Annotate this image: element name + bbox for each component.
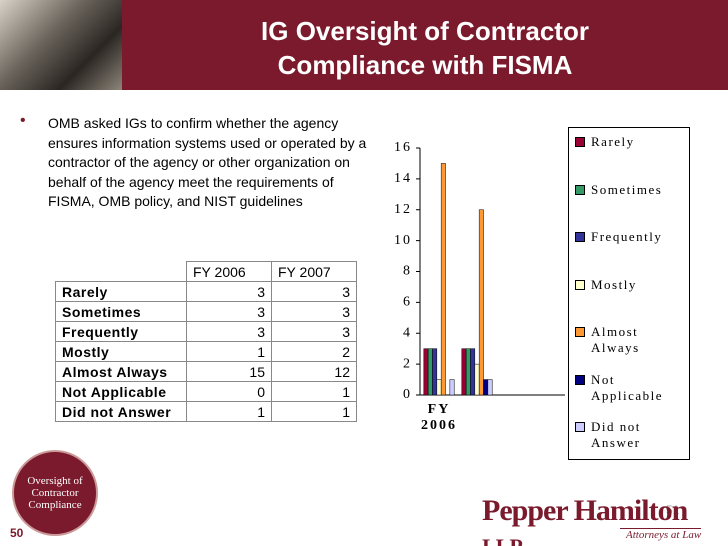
legend-item: Sometimes <box>575 182 685 230</box>
bar <box>449 379 455 396</box>
table-row: Did not Answer 1 1 <box>55 401 357 422</box>
header-photo <box>0 0 122 90</box>
legend-item: Almost Always <box>575 324 685 372</box>
column-header: FY 2006 <box>186 261 272 282</box>
bar <box>474 363 480 396</box>
legend: Rarely Sometimes Frequently Mostly Almost Al… <box>568 127 690 460</box>
row-label: Almost Always <box>55 361 187 382</box>
table-row: Not Applicable 0 1 <box>55 381 357 402</box>
legend-label: Not Applicable <box>591 371 664 403</box>
bar <box>478 209 484 396</box>
title-line: IG Oversight of Contractor <box>261 16 589 46</box>
legend-label: Did not Answer <box>591 419 641 450</box>
legend-swatch <box>575 374 585 385</box>
row-label: Mostly <box>55 341 187 362</box>
row-label: Did not Answer <box>55 401 187 422</box>
table-row: Sometimes 3 3 <box>55 301 357 322</box>
legend-label: Almost Always <box>591 324 640 355</box>
table-cell: 3 <box>271 301 357 322</box>
x-tick-label: FY 2006 <box>421 402 457 433</box>
table-cell: 3 <box>271 321 357 342</box>
table-cell: 1 <box>186 401 272 422</box>
y-tick-label: 2 <box>403 356 412 371</box>
table-row: Almost Always 15 12 <box>55 361 357 382</box>
y-tick-label: 0 <box>403 387 412 402</box>
y-tick-label: 8 <box>403 264 412 279</box>
legend-item: Did not Answer <box>575 419 685 467</box>
bar <box>440 163 446 396</box>
legend-label: Mostly <box>591 276 637 292</box>
title-line: Compliance with FISMA <box>277 50 573 80</box>
table-cell: 3 <box>271 281 357 302</box>
bar <box>465 348 471 396</box>
bar <box>436 379 442 396</box>
legend-item: Rarely <box>575 134 685 182</box>
table-cell: 0 <box>186 381 272 402</box>
chart: 0 2 4 6 8 10 12 14 16 <box>394 140 565 402</box>
table-cell: 15 <box>186 361 272 382</box>
bar <box>432 348 438 396</box>
table-cell: 1 <box>186 341 272 362</box>
row-label: Not Applicable <box>55 381 187 402</box>
table-cell: 3 <box>186 301 272 322</box>
blank-cell <box>56 262 187 282</box>
logo-name: Pepper Hamilton <box>482 494 688 527</box>
table-header-row: FY 2006 FY 2007 <box>56 261 357 282</box>
slide-number: 51 <box>666 503 680 517</box>
logo: Pepper Hamilton LLP <box>482 494 728 546</box>
bar <box>470 348 476 396</box>
data-table: FY 2006 FY 2007 Rarely 3 3 Sometimes 3 3 Frequen… <box>55 261 357 422</box>
legend-swatch <box>575 327 585 337</box>
y-tick-label: 4 <box>403 325 412 340</box>
table-cell: 3 <box>186 281 272 302</box>
table-cell: 1 <box>271 381 357 402</box>
table-row: Frequently 3 3 <box>55 321 357 342</box>
logo-suffix: LLP <box>482 534 523 546</box>
legend-swatch <box>575 422 585 432</box>
row-label: Sometimes <box>55 301 187 322</box>
legend-label: Rarely <box>591 134 635 149</box>
column-header: FY 2007 <box>271 261 357 282</box>
section-badge: Oversight of Contractor Compliance <box>12 450 98 536</box>
legend-item: Not Applicable <box>575 372 685 420</box>
bar <box>461 348 467 396</box>
legend-swatch <box>575 232 585 242</box>
logo-tagline: Attorneys at Law <box>620 528 702 541</box>
legend-swatch <box>575 137 585 147</box>
legend-item: Frequently <box>575 229 685 277</box>
y-tick-label: 6 <box>403 295 412 310</box>
bullet-text: OMB asked IGs to confirm whether the age… <box>48 115 367 209</box>
table-row: Mostly 1 2 <box>55 341 357 362</box>
legend-label: Frequently <box>591 229 663 244</box>
table-cell: 1 <box>271 401 357 422</box>
legend-item: Mostly <box>575 277 685 325</box>
row-label: Rarely <box>55 281 187 302</box>
y-tick-label: 14 <box>394 171 412 186</box>
y-tick-label: 16 <box>394 140 412 155</box>
table-cell: 2 <box>271 341 357 362</box>
bar <box>487 379 493 396</box>
bar <box>423 348 429 396</box>
table-cell: 12 <box>271 361 357 382</box>
legend-label: Sometimes <box>591 181 663 197</box>
legend-swatch <box>575 279 585 290</box>
row-label: Frequently <box>55 321 187 342</box>
page-number: 50 <box>10 526 24 540</box>
bar <box>483 379 489 396</box>
table-row: Rarely 3 3 <box>55 281 357 302</box>
legend-swatch <box>575 184 585 195</box>
bullet-dot: • <box>20 112 26 129</box>
table-cell: 3 <box>186 321 272 342</box>
y-tick-label: 12 <box>394 202 412 217</box>
bar <box>427 348 433 396</box>
y-tick-label: 10 <box>394 233 412 248</box>
